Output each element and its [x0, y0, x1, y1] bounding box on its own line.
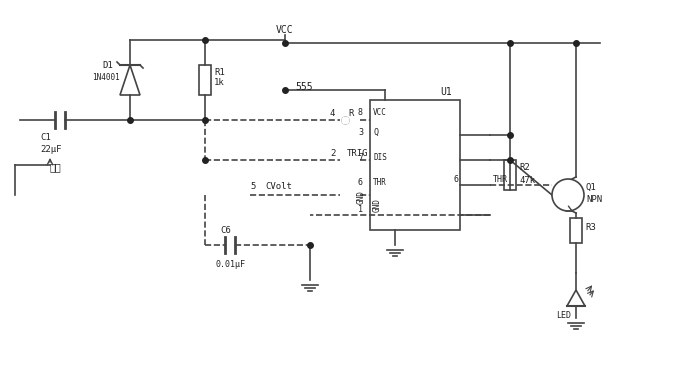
Text: LED: LED	[556, 311, 571, 320]
Text: GND: GND	[373, 198, 382, 212]
Text: 1N4001: 1N4001	[92, 73, 120, 82]
Text: VCC: VCC	[276, 25, 294, 35]
Text: 1k: 1k	[214, 78, 225, 87]
Text: THR: THR	[493, 175, 508, 184]
Text: Q1: Q1	[586, 183, 597, 192]
Text: 1: 1	[358, 205, 363, 214]
Text: U1: U1	[440, 87, 451, 97]
Text: R1: R1	[214, 68, 225, 77]
Text: R3: R3	[585, 223, 596, 232]
Text: DIS: DIS	[373, 153, 387, 162]
Bar	[199, 65, 211, 95]
Text: THR: THR	[373, 178, 387, 187]
Text: GND: GND	[357, 190, 366, 204]
Bar	[570, 218, 582, 243]
Text: R2: R2	[519, 163, 530, 172]
Text: 6: 6	[358, 178, 363, 187]
Text: 3: 3	[358, 128, 363, 137]
Text: 47k: 47k	[519, 176, 535, 185]
Text: C1: C1	[40, 133, 50, 142]
Text: 555: 555	[295, 82, 312, 92]
Text: NPN: NPN	[586, 195, 602, 204]
Text: Q: Q	[373, 128, 378, 137]
Text: D1: D1	[102, 61, 113, 70]
Circle shape	[552, 179, 584, 211]
Text: VCC: VCC	[373, 108, 387, 117]
Text: 2: 2	[330, 149, 336, 158]
Text: 7: 7	[358, 153, 363, 162]
Text: TRIG: TRIG	[347, 149, 368, 158]
Text: 4: 4	[330, 109, 336, 118]
Text: 8: 8	[358, 108, 363, 117]
Text: 22μF: 22μF	[40, 145, 61, 154]
Text: 0.01μF: 0.01μF	[216, 260, 246, 269]
Text: C6: C6	[220, 226, 231, 235]
Text: 5: 5	[250, 182, 255, 191]
Text: CVolt: CVolt	[265, 182, 292, 191]
Bar	[504, 160, 516, 190]
Text: 6: 6	[453, 175, 458, 184]
Text: 输入: 输入	[50, 162, 62, 172]
Bar	[370, 100, 460, 230]
Text: R: R	[348, 109, 353, 118]
